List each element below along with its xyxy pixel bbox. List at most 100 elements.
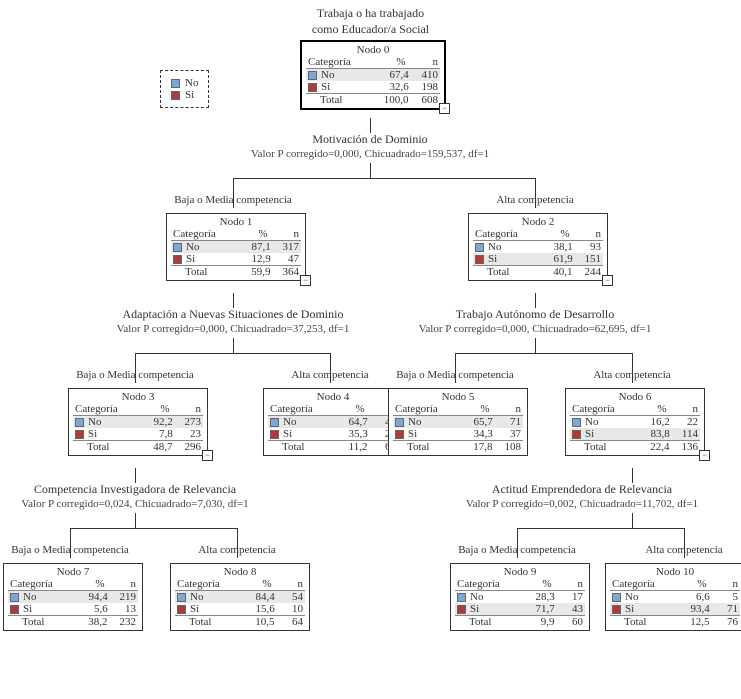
- branch-high-0: Alta competencia: [460, 194, 610, 206]
- split-title-6: Actitud Emprendedora de Relevancia: [432, 482, 732, 497]
- collapse-icon[interactable]: −: [202, 450, 213, 461]
- legend-label-si: Si: [185, 89, 194, 101]
- node-header: Categoría%n: [171, 228, 301, 241]
- swatch-si: [395, 430, 404, 439]
- swatch-no: [177, 593, 186, 602]
- node-id: Nodo 8: [175, 566, 305, 578]
- legend-label-no: No: [185, 77, 198, 89]
- node-row-no: No 67,4 410: [306, 69, 440, 81]
- collapse-icon[interactable]: −: [699, 450, 710, 461]
- connector: [233, 338, 234, 353]
- node-header: Categoría%n: [393, 403, 523, 416]
- swatch-si: [475, 255, 484, 264]
- node-id: Nodo 2: [473, 216, 603, 228]
- collapse-icon[interactable]: −: [439, 103, 450, 114]
- swatch-no: [475, 243, 484, 252]
- split-stats-2: Valor P corregido=0,000, Chicuadrado=62,…: [385, 323, 685, 335]
- swatch-no: [270, 418, 279, 427]
- node-row-no: No87,1317: [171, 241, 301, 253]
- branch-low-0: Baja o Media competencia: [158, 194, 308, 206]
- node-row-no: No28,317: [455, 591, 585, 603]
- split-title-2: Trabajo Autónomo de Desarrollo: [385, 307, 685, 322]
- branch-low-3: Baja o Media competencia: [0, 544, 145, 556]
- swatch-no: [457, 593, 466, 602]
- swatch-si: [457, 605, 466, 614]
- node-row-si: Si12,947: [171, 253, 301, 265]
- node-row-si: Si7,823: [73, 428, 203, 440]
- connector: [535, 338, 536, 353]
- node-row-si: Si71,743: [455, 603, 585, 615]
- connector: [233, 293, 234, 308]
- node-total: Total 100,0 608: [306, 93, 440, 106]
- node-id: Nodo 7: [8, 566, 138, 578]
- node-row-no: No6,65: [610, 591, 740, 603]
- swatch-no: [612, 593, 621, 602]
- branch-low-6: Baja o Media competencia: [442, 544, 592, 556]
- node-id: Nodo 9: [455, 566, 585, 578]
- node-row-si: Si34,337: [393, 428, 523, 440]
- node-7: Nodo 7 Categoría%n No94,4219 Si5,613 Tot…: [3, 563, 143, 631]
- node-row-si: Si93,471: [610, 603, 740, 615]
- collapse-icon[interactable]: −: [300, 275, 311, 286]
- swatch-si: [270, 430, 279, 439]
- node-10: Nodo 10 Categoría%n No6,65 Si93,471 Tota…: [605, 563, 741, 631]
- legend-item-no: No: [171, 77, 198, 89]
- node-row-no: No38,193: [473, 241, 603, 253]
- connector: [135, 513, 136, 528]
- node-9: Nodo 9 Categoría%n No28,317 Si71,743 Tot…: [450, 563, 590, 631]
- connector: [535, 293, 536, 308]
- node-header: Categoría%n: [455, 578, 585, 591]
- node-total: Total38,2232: [8, 615, 138, 628]
- node-header: Categoría%n: [306, 56, 440, 69]
- node-header: Categoría%n: [570, 403, 700, 416]
- node-id: Nodo 0: [306, 44, 440, 56]
- split-title-0: Motivación de Dominio: [220, 132, 520, 147]
- swatch-si: [75, 430, 84, 439]
- node-row-si: Si 32,6 198: [306, 81, 440, 93]
- node-total: Total22,4136: [570, 440, 700, 453]
- node-header: Categoría%n: [8, 578, 138, 591]
- node-row-no: No84,454: [175, 591, 305, 603]
- connector: [632, 468, 633, 483]
- legend-swatch-no: [171, 79, 180, 88]
- tree-title: Trabaja o ha trabajado como Educador/a S…: [0, 6, 741, 37]
- node-header: Categoría%n: [268, 403, 398, 416]
- node-row-si: Si83,8114: [570, 428, 700, 440]
- node-header: Categoría%n: [473, 228, 603, 241]
- swatch-si: [308, 83, 317, 92]
- node-row-si: Si15,610: [175, 603, 305, 615]
- connector: [455, 353, 633, 354]
- branch-high-2: Alta competencia: [557, 369, 707, 381]
- split-title-3: Competencia Investigadora de Relevancia: [0, 482, 285, 497]
- node-5: Nodo 5 Categoría%n No65,771 Si34,337 Tot…: [388, 388, 528, 456]
- node-id: Nodo 3: [73, 391, 203, 403]
- branch-high-6: Alta competencia: [609, 544, 741, 556]
- node-id: Nodo 5: [393, 391, 523, 403]
- node-3: Nodo 3 Categoría%n No92,2273 Si7,823 Tot…: [68, 388, 208, 456]
- split-stats-0: Valor P corregido=0,000, Chicuadrado=159…: [185, 148, 555, 160]
- node-total: Total9,960: [455, 615, 585, 628]
- node-id: Nodo 1: [171, 216, 301, 228]
- collapse-icon[interactable]: −: [602, 275, 613, 286]
- swatch-no: [395, 418, 404, 427]
- swatch-no: [308, 71, 317, 80]
- node-8: Nodo 8 Categoría%n No84,454 Si15,610 Tot…: [170, 563, 310, 631]
- split-stats-1: Valor P corregido=0,000, Chicuadrado=37,…: [83, 323, 383, 335]
- title-line1: Trabaja o ha trabajado: [317, 6, 424, 20]
- node-total: Total17,8108: [393, 440, 523, 453]
- node-total: Total12,576: [610, 615, 740, 628]
- node-total: Total40,1244: [473, 265, 603, 278]
- branch-high-3: Alta competencia: [162, 544, 312, 556]
- split-stats-6: Valor P corregido=0,002, Chicuadrado=11,…: [432, 498, 732, 510]
- connector: [517, 528, 685, 529]
- split-stats-3: Valor P corregido=0,024, Chicuadrado=7,0…: [0, 498, 285, 510]
- node-row-si: Si61,9151: [473, 253, 603, 265]
- split-title-1: Adaptación a Nuevas Situaciones de Domin…: [83, 307, 383, 322]
- node-4: Nodo 4 Categoría%n No64,744 Si35,324 Tot…: [263, 388, 403, 456]
- swatch-no: [173, 243, 182, 252]
- node-total: Total11,268: [268, 440, 398, 453]
- node-header: Categoría%n: [73, 403, 203, 416]
- swatch-si: [612, 605, 621, 614]
- node-total: Total59,9364: [171, 265, 301, 278]
- legend-item-si: Si: [171, 89, 198, 101]
